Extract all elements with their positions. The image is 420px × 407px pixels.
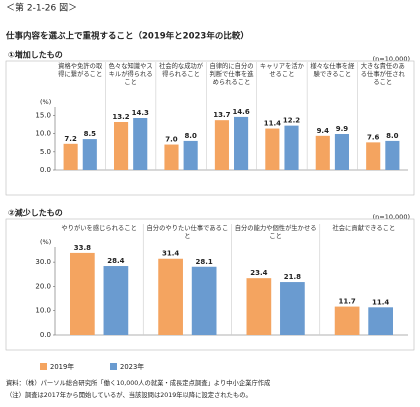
category-box: 社会に貢献できること [332,225,396,232]
value-label: 21.8 [284,273,301,281]
bar [183,140,198,170]
y-tick-label: 10.0 [35,130,51,138]
sample-note: (n=10,000) [373,213,410,221]
sample-note: (n=10,000) [373,55,410,63]
category-box: キャリアを活かせること [259,63,304,78]
bar [82,139,97,170]
category-box: 自分のやりたい仕事であること [146,225,229,240]
value-label: 11.4 [372,298,389,306]
footnote: （注）調査は2017年から開始しているが、当該設問は2019年以降に設定されたも… [6,390,252,399]
y-tick-label: 5.0 [40,148,51,156]
bar [265,128,280,170]
bar [334,306,360,335]
value-label: 7.6 [367,133,380,141]
x-tick-label: 社会に貢献できること [332,225,396,232]
x-tick-label: 資格や免許の取得に繋がること [58,63,103,78]
value-label: 28.4 [107,257,124,265]
value-label: 9.9 [336,125,349,133]
panel-title: ②減少したもの [8,208,63,218]
x-tick-label: 自律的に自分の判断で仕事を進められること [209,63,254,86]
value-label: 8.0 [184,132,197,140]
bar [280,282,305,335]
bar [133,118,148,170]
x-tick-label: 色々な知識やスキルが得られること [108,63,153,86]
bar [315,135,330,170]
category-box: 様々な仕事を経験できること [310,63,355,78]
bar [234,116,249,170]
bar [366,142,381,170]
bar [191,266,217,335]
bar [246,278,272,335]
figure-number: ＜第 2-1-26 図＞ [6,2,77,14]
legend-label: 2023年 [120,362,144,371]
y-tick-label: 0.0 [40,331,51,339]
x-tick-label: 自分のやりたい仕事であること [146,225,229,240]
value-label: 14.6 [232,108,249,116]
x-tick-label: 社会的な成功が得られること [159,63,204,78]
panel-frame [5,218,415,351]
x-tick-label: 自分の能力や個性が生かせること [234,225,317,240]
bar [214,120,229,170]
category-box: 社会的な成功が得られること [159,63,204,78]
value-label: 28.1 [196,258,213,266]
bar [368,307,393,335]
y-tick-label: 20.0 [35,282,51,290]
value-label: 14.3 [132,109,149,117]
chart-title: 仕事内容を選ぶ上で重視すること（2019年と2023年の比較） [5,31,249,42]
bar [385,140,400,170]
y-tick-label: 0.0 [40,166,51,174]
value-label: 33.8 [74,244,91,252]
value-label: 7.0 [165,136,178,144]
value-label: 12.2 [283,117,300,125]
source: 資料：（株）パーソル総合研究所「働く10,000人の就業・成長定点調査」より中小… [6,378,271,387]
value-label: 11.7 [338,298,355,306]
category-box: やりがいを感じられること [61,225,137,232]
value-label: 31.4 [162,250,179,258]
category-box: 自律的に自分の判断で仕事を進められること [209,63,254,86]
category-box: 資格や免許の取得に繋がること [58,63,103,78]
x-tick-label: 大きな責任のある仕事が任されること [360,63,405,86]
bar [284,125,299,170]
value-label: 23.4 [250,269,267,277]
y-unit: (%) [40,238,51,246]
y-tick-label: 10.0 [35,307,51,315]
y-tick-label: 15.0 [35,111,51,119]
category-box: 色々な知識やスキルが得られること [108,63,153,86]
bar [158,258,183,335]
legend-label: 2019年 [50,362,74,371]
legend-swatch [40,363,47,370]
panel-frame [5,60,415,196]
category-box: 大きな責任のある仕事が任されること [360,63,405,86]
value-label: 8.0 [386,132,399,140]
bar [164,144,179,170]
value-label: 13.2 [112,113,129,121]
value-label: 11.4 [264,120,281,128]
panel-title: ①増加したもの [8,50,63,60]
legend-swatch [110,363,117,370]
bar [334,134,349,170]
bar [63,143,78,170]
bar [114,122,129,170]
bar [103,266,129,335]
bar [70,252,95,335]
x-tick-label: やりがいを感じられること [61,225,137,232]
x-tick-label: 様々な仕事を経験できること [310,63,355,78]
value-label: 7.2 [64,135,77,143]
value-label: 9.4 [317,127,330,135]
x-tick-label: キャリアを活かせること [259,63,304,78]
value-label: 8.5 [84,130,97,138]
value-label: 13.7 [213,111,230,119]
y-tick-label: 30.0 [35,258,51,266]
y-unit: (%) [40,98,51,106]
category-box: 自分の能力や個性が生かせること [234,225,317,240]
